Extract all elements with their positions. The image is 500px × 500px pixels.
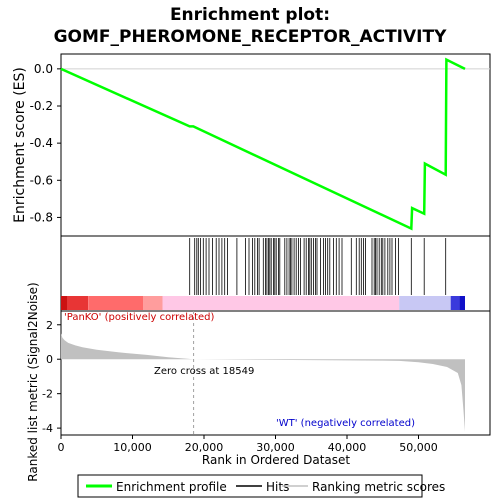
neg-correlated-label: 'WT' (negatively correlated): [276, 418, 415, 429]
ranking-bar-segment: [88, 296, 144, 310]
es-ylabel: Enrichment score (ES): [12, 67, 28, 223]
ranking-bar-segment: [450, 296, 460, 310]
ranking-bar-segment: [61, 296, 68, 310]
metric-xlabel: Rank in Ordered Dataset: [202, 453, 350, 467]
es-plot-frame: [60, 53, 491, 237]
es-ytick-label: 0.0: [34, 62, 53, 76]
metric-ytick-label: -2: [42, 388, 53, 401]
ranking-bar-segment: [143, 296, 163, 310]
metric-panel: Zero cross at 18549 'PanKO' (positively …: [26, 282, 491, 482]
ranking-bar-segment: [399, 296, 451, 310]
chart-title-line2: GOMF_PHEROMONE_RECEPTOR_ACTIVITY: [54, 27, 448, 47]
metric-frame: [60, 310, 491, 436]
ranking-metric-area: [61, 333, 465, 432]
legend-ranking-label: Ranking metric scores: [312, 480, 445, 494]
es-ytick-label: -0.6: [30, 173, 53, 187]
metric-xtick-label: 0: [58, 441, 65, 454]
legend-enrichment-label: Enrichment profile: [116, 480, 227, 494]
pos-correlated-label: 'PanKO' (positively correlated): [64, 312, 215, 323]
legend: Enrichment profile Hits Ranking metric s…: [77, 474, 445, 498]
es-panel: 0.0 -0.2 -0.4 -0.6 -0.8 Enrichment score (ES…: [12, 53, 491, 237]
legend-hits-label: Hits: [266, 480, 289, 494]
metric-ylabel: Ranked list metric (Signal2Noise): [26, 282, 40, 481]
ranking-bar-segment: [67, 296, 89, 310]
metric-ytick-label: -4: [42, 422, 53, 435]
enrichment-profile-line: [60, 57, 466, 231]
metric-xtick-label: 10,000: [113, 441, 152, 454]
es-ytick-label: -0.4: [30, 136, 53, 150]
ranking-bar-segment: [162, 296, 400, 310]
metric-ytick-label: 0: [46, 353, 53, 366]
metric-xtick-label: 50,000: [399, 441, 438, 454]
es-ytick-label: -0.8: [30, 210, 53, 224]
metric-xtick-label: 40,000: [328, 441, 367, 454]
metric-xtick-label: 30,000: [256, 441, 295, 454]
chart-title-line1: Enrichment plot:: [170, 5, 330, 25]
zero-cross-label: Zero cross at 18549: [154, 366, 254, 377]
metric-xtick-label: 20,000: [185, 441, 224, 454]
es-ytick-label: -0.2: [30, 99, 53, 113]
hits-panel: [60, 235, 491, 312]
ranking-bar-segment: [459, 296, 465, 310]
metric-ytick-label: 2: [46, 319, 53, 332]
